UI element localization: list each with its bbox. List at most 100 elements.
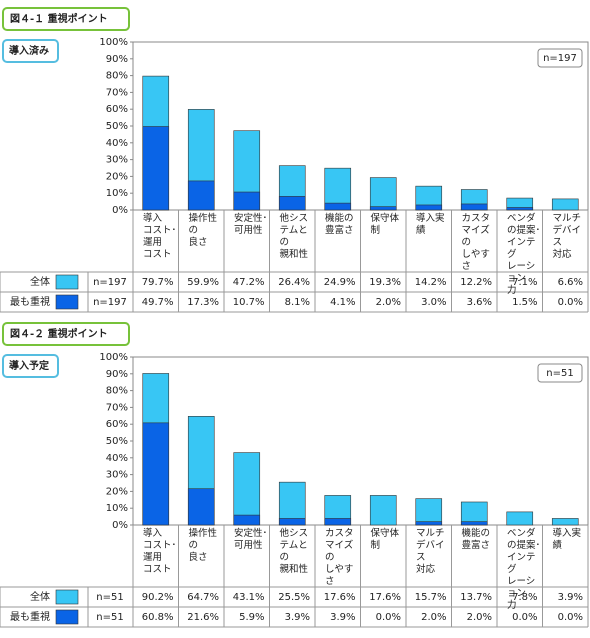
y-tick-label: 70% — [106, 402, 128, 413]
x-tick-label: 操作性の 良さ — [188, 528, 218, 563]
value-label: 7.8% — [512, 592, 537, 603]
y-tick-label: 20% — [106, 486, 128, 497]
bar — [369, 177, 397, 211]
legend-label: 最も重視 — [10, 610, 50, 623]
value-label: 64.7% — [187, 592, 219, 603]
x-tick-label: 導入実績 — [552, 528, 582, 551]
x-tick-label: 機能の 豊富さ — [461, 528, 491, 551]
bar — [324, 202, 352, 211]
legend-label: 全体 — [30, 590, 50, 603]
value-label: 5.9% — [239, 612, 264, 623]
value-label: 3.9% — [558, 592, 583, 603]
y-tick-label: 50% — [106, 121, 128, 132]
x-tick-label: ベンダ の提案･ インテグ レーション 力 — [507, 528, 541, 611]
subtitle-box — [2, 39, 59, 63]
y-tick-label: 50% — [106, 436, 128, 447]
value-label: 60.8% — [142, 612, 174, 623]
value-label: 59.9% — [187, 277, 219, 288]
value-label: 2.0% — [376, 297, 401, 308]
x-tick-label: 安定性･ 可用性 — [234, 528, 268, 551]
y-tick-label: 0% — [112, 205, 128, 216]
value-label: 13.7% — [460, 592, 492, 603]
x-tick-label: ベンダ の提案･ インテグ レーション 力 — [507, 213, 541, 296]
value-label: 19.3% — [369, 277, 401, 288]
x-tick-label: 保守体制 — [370, 213, 400, 236]
title-box — [2, 7, 130, 31]
value-label: 17.3% — [187, 297, 219, 308]
bar — [142, 126, 170, 211]
value-label: 12.2% — [460, 277, 492, 288]
y-tick-label: 40% — [106, 453, 128, 464]
bar — [369, 495, 397, 526]
value-label: 24.9% — [324, 277, 356, 288]
value-label: 79.7% — [142, 277, 174, 288]
value-label: 0.0% — [558, 612, 583, 623]
chart-title: 図４-２ 重視ポイント — [10, 327, 108, 340]
value-label: 6.6% — [558, 277, 583, 288]
bar — [415, 498, 443, 526]
y-tick-label: 40% — [106, 138, 128, 149]
y-tick-label: 90% — [106, 369, 128, 380]
y-tick-label: 30% — [106, 470, 128, 481]
y-tick-label: 90% — [106, 54, 128, 65]
bar — [142, 422, 170, 526]
value-label: 17.6% — [369, 592, 401, 603]
bar — [506, 511, 534, 526]
x-tick-label: マルチ デバイス 対応 — [416, 528, 445, 575]
legend-swatch — [55, 274, 79, 290]
annotation-box — [537, 48, 583, 68]
bar — [415, 521, 443, 526]
value-label: 10.7% — [233, 297, 265, 308]
x-tick-label: 操作性の 良さ — [188, 213, 218, 248]
bar — [506, 207, 534, 211]
bar — [187, 180, 215, 211]
y-tick-label: 60% — [106, 419, 128, 430]
legend-swatch — [55, 609, 79, 625]
value-label: 26.4% — [278, 277, 310, 288]
annotation-box — [537, 363, 583, 383]
x-tick-label: 保守体制 — [370, 528, 400, 551]
bar — [233, 452, 261, 526]
y-tick-label: 30% — [106, 155, 128, 166]
y-tick-label: 80% — [106, 386, 128, 397]
x-tick-label: マルチ デバイス 対応 — [552, 213, 582, 260]
x-tick-label: 他シス テムとの 親和性 — [279, 213, 309, 260]
x-tick-label: 機能の 豊富さ — [325, 213, 354, 236]
value-label: 3.6% — [467, 297, 492, 308]
n-label: n=197 — [93, 277, 127, 288]
legend-label: 全体 — [30, 275, 50, 288]
n-label: n=197 — [93, 297, 127, 308]
y-tick-label: 60% — [106, 104, 128, 115]
x-tick-label: 安定性･ 可用性 — [234, 213, 268, 236]
y-tick-label: 10% — [106, 503, 128, 514]
value-label: 7.1% — [512, 277, 537, 288]
value-label: 2.0% — [467, 612, 492, 623]
y-tick-label: 10% — [106, 188, 128, 199]
x-tick-label: 他シス テムとの 親和性 — [279, 528, 309, 575]
bar — [187, 488, 215, 526]
chart-subtitle: 導入予定 — [9, 359, 49, 372]
value-label: 49.7% — [142, 297, 174, 308]
value-label: 3.0% — [421, 297, 446, 308]
value-label: 2.0% — [421, 612, 446, 623]
x-tick-label: 導入 コスト･ 運用 コスト — [143, 528, 177, 575]
bar — [233, 191, 261, 211]
bar — [324, 518, 352, 526]
bar — [278, 518, 306, 526]
value-label: 0.0% — [558, 297, 583, 308]
legend-swatch — [55, 589, 79, 605]
annotation: n=51 — [546, 368, 573, 379]
chart-title: 図４-１ 重視ポイント — [10, 12, 108, 25]
bar — [551, 518, 579, 526]
value-label: 3.9% — [330, 612, 355, 623]
value-label: 3.9% — [285, 612, 310, 623]
n-label: n=51 — [96, 612, 123, 623]
bar — [460, 521, 488, 526]
y-tick-label: 80% — [106, 71, 128, 82]
y-tick-label: 100% — [99, 37, 128, 48]
subtitle-box — [2, 354, 59, 378]
legend-swatch — [55, 294, 79, 310]
value-label: 43.1% — [233, 592, 265, 603]
